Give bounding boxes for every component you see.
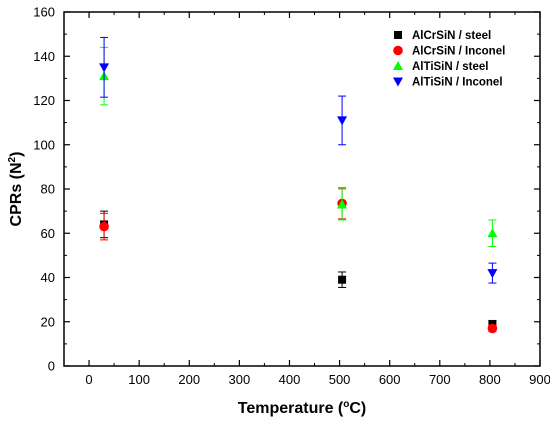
y-tick-label: 20	[41, 314, 55, 329]
data-point-1	[338, 271, 347, 288]
data-point-4	[337, 95, 348, 146]
y-tick-label: 60	[41, 226, 55, 241]
legend-label: AlCrSiN / steel	[412, 30, 491, 42]
marker	[338, 275, 347, 284]
legend-marker	[393, 61, 403, 70]
data-point-4	[487, 262, 498, 284]
marker	[337, 116, 348, 126]
x-axis-title: Temperature (oC)	[238, 399, 367, 417]
legend-label: AlTiSiN / steel	[412, 61, 488, 73]
data-point-2	[99, 212, 109, 241]
data-point-3	[487, 219, 498, 248]
marker	[99, 221, 109, 232]
marker	[487, 323, 498, 334]
legend-label: AlTiSiN / Inconel	[412, 77, 503, 89]
legend-item: AlTiSiN / Inconel	[393, 77, 503, 89]
legend-marker	[393, 45, 403, 56]
y-tick-label: 120	[33, 93, 55, 108]
y-tick-label: 0	[48, 359, 55, 374]
legend-label: AlCrSiN / Inconel	[412, 46, 505, 58]
data-point-2	[487, 323, 498, 334]
x-tick-label: 400	[279, 372, 301, 387]
legend-item: AlCrSiN / steel	[394, 30, 491, 42]
x-tick-label: 600	[379, 372, 401, 387]
x-tick-label: 100	[128, 372, 150, 387]
y-tick-label: 40	[41, 270, 55, 285]
tick-labels: 0 100 200 300 400 500 600 700 800 900 0 20 40 60 80 100…	[33, 5, 550, 388]
y-axis-title: CPRs (N2)	[7, 152, 25, 227]
legend: AlCrSiN / steel AlCrSiN / Inconel AlTiSiN …	[393, 30, 505, 89]
x-tick-label: 0	[85, 372, 92, 387]
y-tick-label: 160	[33, 5, 55, 20]
data-point-3	[337, 188, 348, 221]
marker	[337, 199, 348, 209]
y-tick-label: 80	[41, 182, 55, 197]
y-tick-label: 100	[33, 137, 55, 152]
data-marks	[99, 36, 498, 334]
legend-item: AlTiSiN / steel	[393, 61, 488, 73]
x-tick-label: 200	[178, 372, 200, 387]
x-tick-label: 800	[479, 372, 501, 387]
x-tick-label: 500	[329, 372, 351, 387]
x-tick-label: 900	[529, 372, 550, 387]
marker	[487, 269, 498, 279]
y-tick-label: 140	[33, 49, 55, 64]
x-tick-label: 300	[229, 372, 251, 387]
marker	[99, 63, 110, 73]
legend-item: AlCrSiN / Inconel	[393, 46, 505, 58]
legend-marker	[393, 77, 403, 87]
data-point-4	[99, 36, 110, 98]
axis-ticks	[63, 11, 541, 367]
legend-marker	[394, 31, 402, 39]
x-tick-label: 700	[429, 372, 451, 387]
marker	[487, 228, 498, 238]
